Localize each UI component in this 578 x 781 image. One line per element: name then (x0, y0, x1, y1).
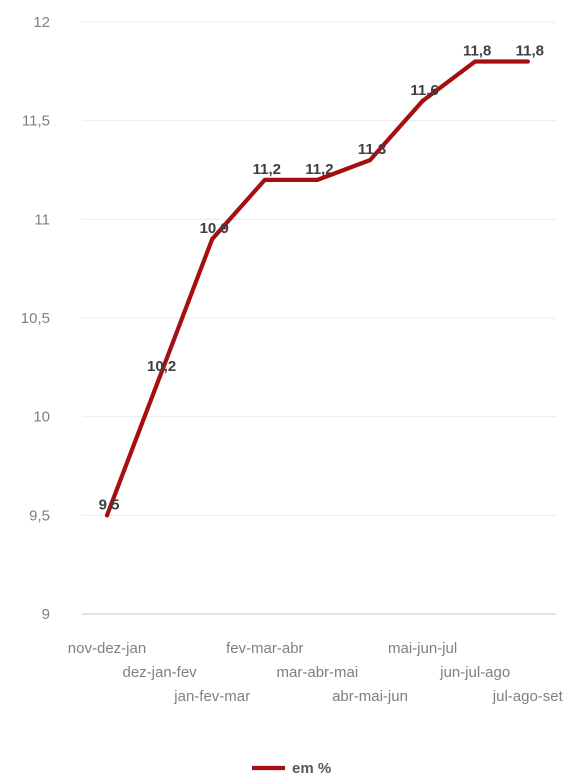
x-tick-label: abr-mai-jun (332, 688, 408, 705)
y-tick-label: 10,5 (21, 310, 50, 327)
legend: em % (252, 760, 331, 777)
data-label: 10,2 (147, 358, 176, 375)
y-tick-label: 11,5 (22, 113, 50, 130)
legend-label: em % (292, 760, 331, 777)
data-point (525, 59, 530, 64)
data-label: 11,8 (516, 42, 544, 59)
x-tick-label: jul-ago-set (492, 688, 564, 705)
x-tick-label: mai-jun-jul (388, 640, 457, 657)
x-tick-label: dez-jan-fev (122, 664, 197, 681)
y-tick-label: 10 (33, 409, 50, 426)
y-tick-label: 9,5 (29, 507, 50, 524)
x-tick-label: nov-dez-jan (68, 640, 146, 657)
data-label: 11,2 (305, 161, 333, 178)
x-tick-label: jan-fev-mar (173, 688, 250, 705)
data-label: 10,9 (200, 220, 229, 237)
data-point (210, 237, 215, 242)
data-label: 11,3 (358, 141, 386, 158)
x-tick-label: fev-mar-abr (226, 640, 304, 657)
data-point (420, 98, 425, 103)
data-point (368, 158, 372, 163)
data-point (157, 375, 162, 380)
data-label: 11,2 (253, 161, 281, 178)
y-tick-label: 12 (33, 14, 50, 31)
data-point (473, 59, 478, 64)
y-tick-label: 9 (42, 606, 50, 623)
x-tick-label: jun-jul-ago (439, 664, 510, 681)
x-tick-label: mar-abr-mai (277, 664, 359, 681)
data-point (262, 177, 267, 182)
data-point (105, 513, 109, 518)
y-tick-label: 11 (34, 211, 50, 228)
series-line-em-percent (104, 59, 530, 518)
data-label: 9,5 (99, 496, 120, 513)
data-label: 11,6 (410, 82, 438, 99)
data-label: 11,8 (463, 42, 491, 59)
data-point (315, 177, 320, 182)
